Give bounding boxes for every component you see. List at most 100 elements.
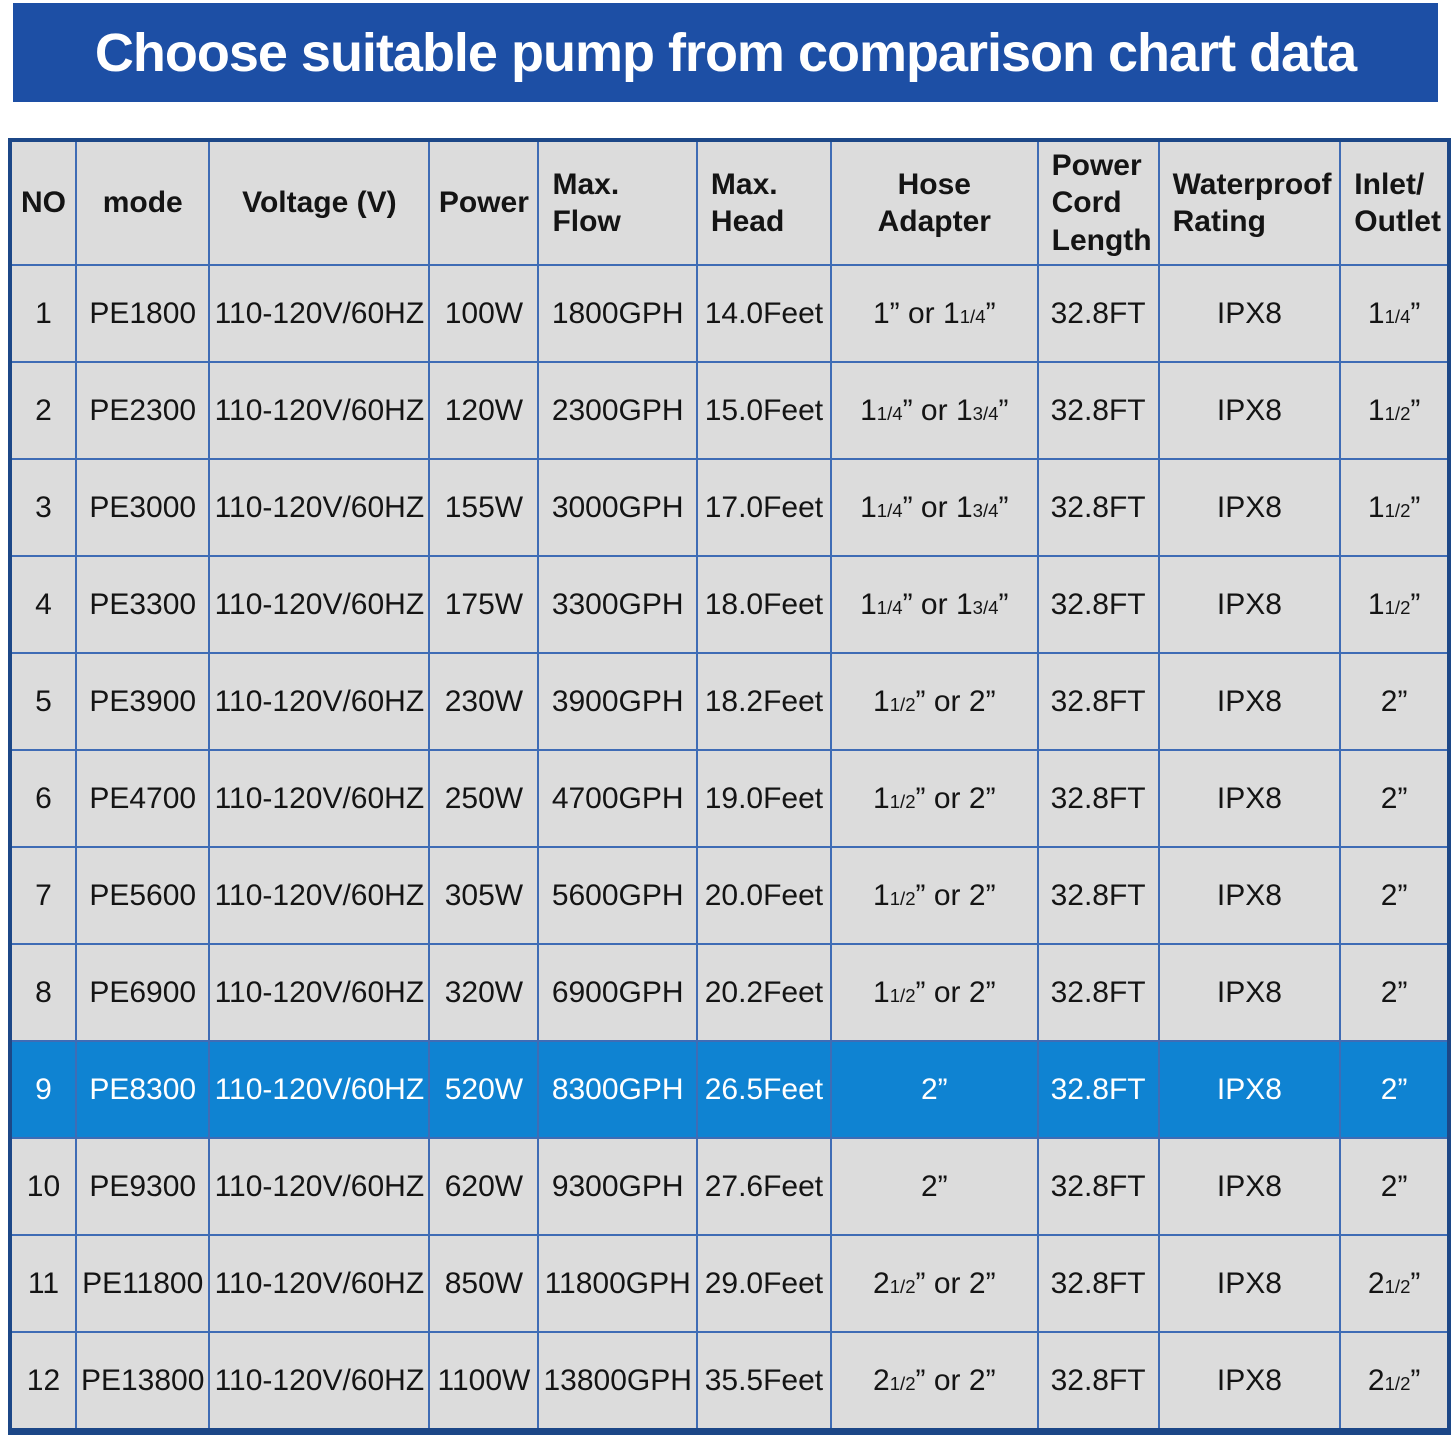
cell-inlet: 11/2”	[1339, 361, 1450, 460]
pump-comparison-table: NO mode Voltage (V) Power Max. Flow Max. Head…	[8, 138, 1451, 1435]
cell-power: 100W	[428, 264, 540, 363]
cell-cord: 32.8FT	[1036, 361, 1160, 460]
column-header-waterproof: Waterproof Rating	[1157, 139, 1342, 266]
table-row: 12 PE13800 110-120V/60HZ 1100W 13800GPH 35.5F…	[9, 1331, 1450, 1433]
cell-head: 18.2Feet	[695, 652, 832, 751]
table-row: 2 PE2300 110-120V/60HZ 120W 2300GPH 15.0Feet 1…	[9, 361, 1450, 460]
cell-hose: 11/2” or 2”	[829, 749, 1039, 848]
cell-head: 27.6Feet	[695, 1137, 832, 1236]
cell-waterproof: IPX8	[1157, 361, 1342, 460]
cell-no: 1	[9, 264, 77, 363]
cell-head: 14.0Feet	[695, 264, 832, 363]
cell-waterproof: IPX8	[1157, 652, 1342, 751]
cell-flow: 2300GPH	[537, 361, 698, 460]
cell-inlet: 2”	[1339, 846, 1450, 945]
column-header-no: NO	[9, 139, 77, 266]
cell-voltage: 110-120V/60HZ	[208, 555, 431, 654]
cell-voltage: 110-120V/60HZ	[208, 749, 431, 848]
cell-flow: 13800GPH	[537, 1331, 698, 1433]
cell-hose: 2”	[829, 1040, 1039, 1139]
cell-inlet: 2”	[1339, 652, 1450, 751]
cell-no: 11	[9, 1234, 77, 1333]
cell-mode: PE8300	[74, 1040, 211, 1139]
cell-mode: PE6900	[74, 943, 211, 1042]
cell-power: 520W	[428, 1040, 540, 1139]
column-header-voltage: Voltage (V)	[208, 139, 431, 266]
cell-cord: 32.8FT	[1036, 1137, 1160, 1236]
cell-no: 2	[9, 361, 77, 460]
cell-power: 175W	[428, 555, 540, 654]
cell-mode: PE4700	[74, 749, 211, 848]
column-header-inlet: Inlet/ Outlet	[1339, 139, 1450, 266]
cell-head: 29.0Feet	[695, 1234, 832, 1333]
column-header-hose: Hose Adapter	[829, 139, 1039, 266]
cell-head: 26.5Feet	[695, 1040, 832, 1139]
cell-power: 120W	[428, 361, 540, 460]
cell-flow: 3300GPH	[537, 555, 698, 654]
cell-mode: PE9300	[74, 1137, 211, 1236]
cell-cord: 32.8FT	[1036, 749, 1160, 848]
cell-no: 9	[9, 1040, 77, 1139]
cell-waterproof: IPX8	[1157, 1331, 1342, 1433]
cell-waterproof: IPX8	[1157, 1137, 1342, 1236]
cell-waterproof: IPX8	[1157, 1234, 1342, 1333]
cell-hose: 2”	[829, 1137, 1039, 1236]
column-header-cord: Power Cord Length	[1036, 139, 1160, 266]
cell-cord: 32.8FT	[1036, 652, 1160, 751]
cell-flow: 4700GPH	[537, 749, 698, 848]
cell-head: 17.0Feet	[695, 458, 832, 557]
cell-hose: 1” or 11/4”	[829, 264, 1039, 363]
cell-mode: PE11800	[74, 1234, 211, 1333]
cell-waterproof: IPX8	[1157, 749, 1342, 848]
cell-voltage: 110-120V/60HZ	[208, 264, 431, 363]
cell-hose: 11/4” or 13/4”	[829, 458, 1039, 557]
cell-head: 18.0Feet	[695, 555, 832, 654]
cell-voltage: 110-120V/60HZ	[208, 458, 431, 557]
cell-inlet: 21/2”	[1339, 1331, 1450, 1433]
cell-flow: 3000GPH	[537, 458, 698, 557]
table-row: 8 PE6900 110-120V/60HZ 320W 6900GPH 20.2Feet 1…	[9, 943, 1450, 1042]
cell-voltage: 110-120V/60HZ	[208, 361, 431, 460]
banner: Choose suitable pump from comparison cha…	[13, 3, 1438, 102]
column-header-power: Power	[428, 139, 540, 266]
cell-flow: 1800GPH	[537, 264, 698, 363]
cell-voltage: 110-120V/60HZ	[208, 943, 431, 1042]
table-body: 1 PE1800 110-120V/60HZ 100W 1800GPH 14.0Feet 1…	[9, 264, 1450, 1433]
cell-inlet: 2”	[1339, 1137, 1450, 1236]
column-header-mode: mode	[74, 139, 211, 266]
cell-hose: 11/2” or 2”	[829, 846, 1039, 945]
cell-no: 10	[9, 1137, 77, 1236]
cell-flow: 11800GPH	[537, 1234, 698, 1333]
cell-no: 12	[9, 1331, 77, 1433]
cell-inlet: 21/2”	[1339, 1234, 1450, 1333]
cell-power: 230W	[428, 652, 540, 751]
cell-cord: 32.8FT	[1036, 555, 1160, 654]
cell-voltage: 110-120V/60HZ	[208, 1040, 431, 1139]
cell-head: 20.0Feet	[695, 846, 832, 945]
cell-hose: 11/2” or 2”	[829, 943, 1039, 1042]
cell-waterproof: IPX8	[1157, 846, 1342, 945]
table-row: 7 PE5600 110-120V/60HZ 305W 5600GPH 20.0Feet 1…	[9, 846, 1450, 945]
cell-power: 320W	[428, 943, 540, 1042]
cell-flow: 3900GPH	[537, 652, 698, 751]
cell-hose: 11/2” or 2”	[829, 652, 1039, 751]
cell-mode: PE3000	[74, 458, 211, 557]
cell-hose: 21/2” or 2”	[829, 1234, 1039, 1333]
cell-waterproof: IPX8	[1157, 458, 1342, 557]
cell-hose: 11/4” or 13/4”	[829, 555, 1039, 654]
cell-mode: PE5600	[74, 846, 211, 945]
cell-flow: 6900GPH	[537, 943, 698, 1042]
cell-cord: 32.8FT	[1036, 1234, 1160, 1333]
page-title: Choose suitable pump from comparison cha…	[94, 22, 1357, 83]
cell-mode: PE1800	[74, 264, 211, 363]
cell-cord: 32.8FT	[1036, 943, 1160, 1042]
cell-waterproof: IPX8	[1157, 555, 1342, 654]
cell-waterproof: IPX8	[1157, 1040, 1342, 1139]
cell-no: 6	[9, 749, 77, 848]
cell-power: 305W	[428, 846, 540, 945]
cell-power: 620W	[428, 1137, 540, 1236]
cell-cord: 32.8FT	[1036, 1040, 1160, 1139]
cell-cord: 32.8FT	[1036, 846, 1160, 945]
cell-power: 155W	[428, 458, 540, 557]
cell-cord: 32.8FT	[1036, 1331, 1160, 1433]
